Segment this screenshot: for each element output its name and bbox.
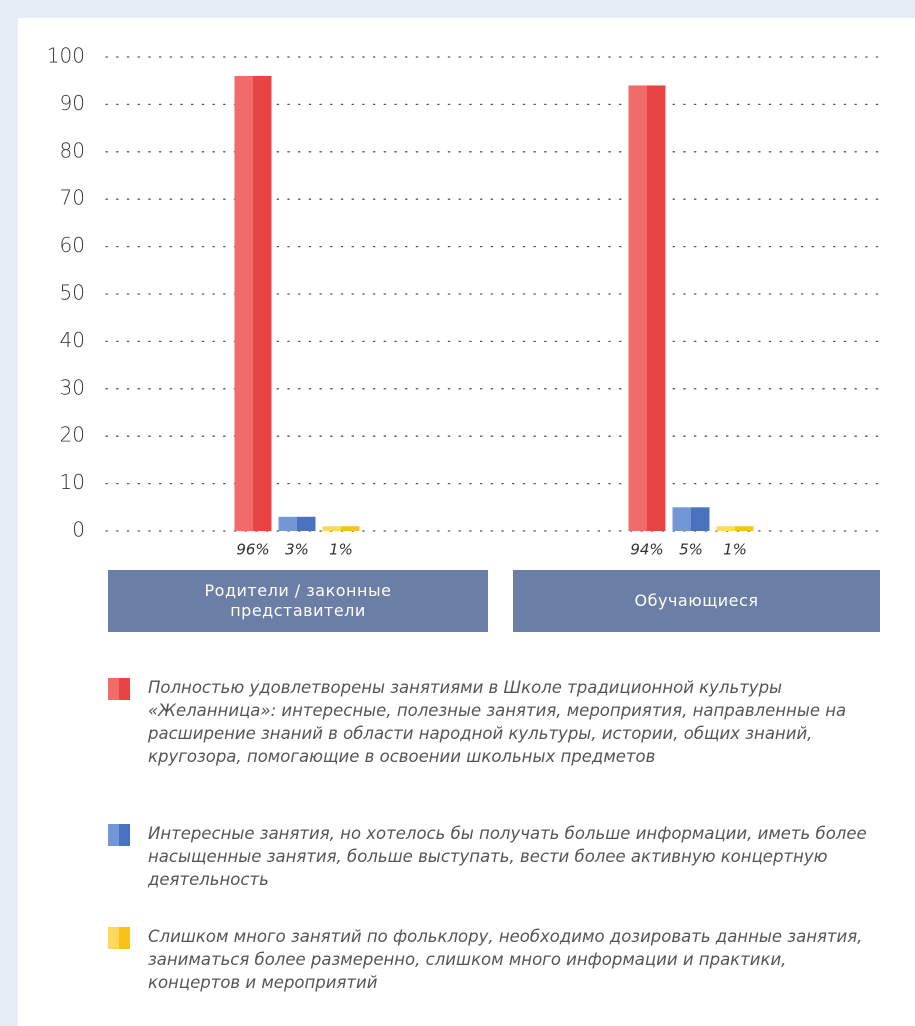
category-box: Обучающиеся [513, 570, 880, 632]
bar-half [672, 507, 691, 531]
bar-half [297, 516, 316, 531]
y-tick-label: 0 [72, 518, 85, 542]
bar [322, 526, 360, 531]
swatch-half [119, 927, 130, 949]
y-tick-label: 20 [60, 423, 85, 447]
panel [18, 18, 915, 1026]
legend-entry: Слишком много занятий по фольклору, необ… [108, 925, 868, 994]
bar [672, 507, 710, 531]
bar-half [628, 85, 647, 531]
bar [716, 526, 754, 531]
legend-swatch [108, 824, 130, 846]
category-box: Родители / законные представители [108, 570, 488, 632]
y-tick-label: 10 [60, 470, 85, 494]
swatch-half [108, 824, 119, 846]
y-tick-label: 70 [60, 186, 85, 210]
bar-half [735, 526, 754, 531]
legend-entry: Полностью удовлетворены занятиями в Школ… [108, 676, 868, 768]
legend-label: Полностью удовлетворены занятиями в Школ… [148, 678, 847, 766]
bar [234, 75, 272, 532]
y-tick-label: 50 [60, 281, 85, 305]
value-label: 1% [329, 541, 353, 559]
swatch-half [108, 678, 119, 700]
bar-half [253, 75, 272, 532]
legend-entry: Интересные занятия, но хотелось бы получ… [108, 822, 868, 891]
x-tick-label: Родители / законные представители [204, 581, 392, 620]
legend-swatch [108, 678, 130, 700]
legend-label: Слишком много занятий по фольклору, необ… [148, 927, 863, 992]
bar-half [322, 526, 341, 531]
bar-half [716, 526, 735, 531]
swatch-half [119, 678, 130, 700]
value-label: 5% [679, 541, 703, 559]
bar-half [647, 85, 666, 531]
legend-swatch [108, 927, 130, 949]
bar [628, 85, 666, 531]
swatch-half [108, 927, 119, 949]
legend-label: Интересные занятия, но хотелось бы получ… [148, 824, 867, 889]
y-tick-label: 60 [60, 233, 85, 257]
x-tick-label: Обучающиеся [634, 591, 759, 610]
value-label: 94% [630, 541, 663, 559]
bar-half [278, 516, 297, 531]
bar-half [691, 507, 710, 531]
value-label: 1% [723, 541, 747, 559]
y-tick-label: 40 [60, 328, 85, 352]
value-label: 96% [236, 541, 269, 559]
swatch-half [119, 824, 130, 846]
value-label: 3% [285, 541, 309, 559]
y-tick-label: 30 [60, 375, 85, 399]
y-tick-label: 90 [60, 91, 85, 115]
bar-half [341, 526, 360, 531]
y-tick-label: 100 [47, 44, 85, 68]
bar [278, 516, 316, 531]
bar-half [234, 75, 253, 532]
y-tick-label: 80 [60, 138, 85, 162]
